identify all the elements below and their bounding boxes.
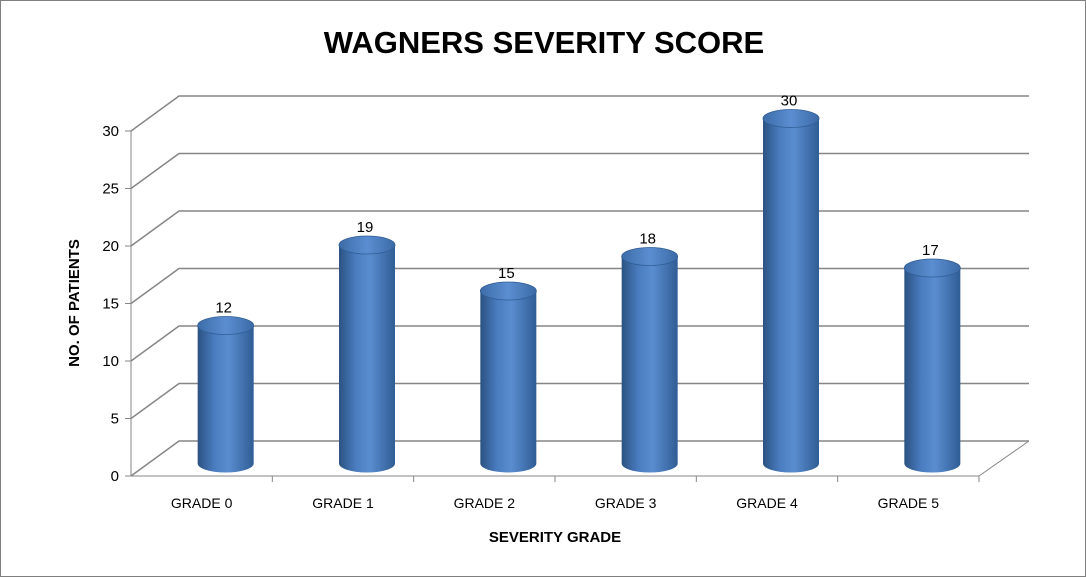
bar (621, 247, 679, 473)
bar-body (763, 118, 819, 473)
y-tick-label: 0 (111, 468, 119, 485)
bar-top (903, 258, 961, 278)
y-tick-label: 15 (102, 296, 119, 313)
y-tick-label: 10 (102, 353, 119, 370)
y-axis-title: NO. OF PATIENTS (66, 239, 83, 367)
bar-top (479, 281, 537, 301)
bar-body (339, 245, 395, 473)
y-tick-label: 5 (111, 411, 119, 428)
bars-layer (197, 109, 961, 473)
gridline (130, 210, 1029, 247)
data-label: 19 (357, 219, 374, 236)
bar-body (197, 325, 254, 473)
bar-top (197, 316, 255, 335)
bar (338, 235, 396, 473)
gridline (130, 95, 1029, 132)
y-tick-label: 25 (102, 181, 119, 198)
x-tick-label: GRADE 4 (736, 495, 798, 511)
gridline (130, 325, 1029, 362)
gridline (130, 382, 1029, 420)
bar (479, 281, 537, 473)
chart-title: WAGNERS SEVERITY SCORE (324, 25, 764, 60)
bar-top (762, 109, 820, 128)
gridline (130, 440, 1029, 477)
bar-body (621, 256, 678, 473)
gridline (130, 267, 1029, 305)
data-label: 30 (781, 93, 798, 110)
data-label: 12 (215, 300, 232, 317)
bar-body (904, 268, 961, 473)
axes-layer (125, 130, 1030, 482)
x-tick-label: GRADE 1 (312, 495, 374, 511)
data-label: 15 (498, 265, 515, 282)
bar (197, 316, 255, 473)
x-tick-label: GRADE 3 (595, 495, 657, 511)
bar (903, 258, 961, 473)
gridline (130, 152, 1029, 190)
bar-top (338, 235, 396, 255)
data-label: 17 (922, 242, 939, 259)
x-tick-label: GRADE 2 (454, 495, 516, 511)
labels-layer: 0 5 10 15 20 25 30 12 GRADE 0 19 GRADE 1 15 GRADE 2 1… (102, 93, 939, 512)
x-axis-title: SEVERITY GRADE (489, 529, 621, 546)
y-tick-label: 20 (102, 238, 119, 255)
bar-top (621, 247, 679, 266)
grid-layer (130, 95, 1029, 477)
data-label: 18 (639, 231, 656, 248)
bar-body (480, 291, 537, 473)
y-tick-label: 30 (102, 123, 119, 140)
x-tick-label: GRADE 0 (171, 495, 233, 511)
floor-right-edge (978, 440, 1030, 477)
x-tick-label: GRADE 5 (878, 495, 940, 511)
bar (762, 109, 820, 473)
